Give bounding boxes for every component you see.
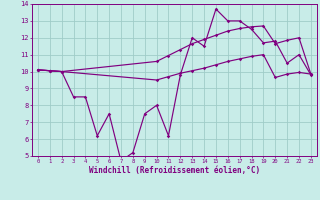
X-axis label: Windchill (Refroidissement éolien,°C): Windchill (Refroidissement éolien,°C) bbox=[89, 166, 260, 175]
